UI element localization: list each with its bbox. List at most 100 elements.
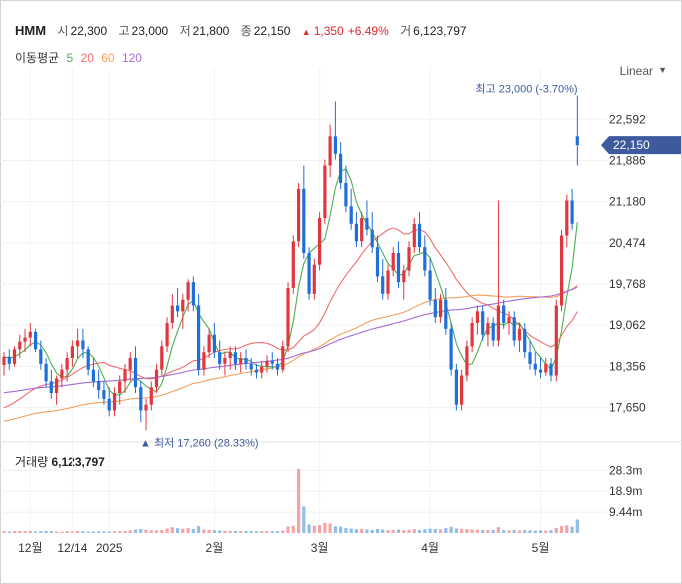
- volume-bar: [107, 531, 111, 533]
- high-annotation: 최고 23,000 (-3.70%): [475, 83, 577, 96]
- candle-body: [39, 349, 43, 364]
- candle-body: [307, 253, 311, 294]
- volume-bar: [349, 528, 353, 533]
- candle-body: [554, 305, 558, 376]
- candle-body: [517, 328, 522, 341]
- volume-bar: [507, 530, 511, 533]
- ma-5-line: [3, 168, 578, 396]
- volume-bar: [265, 531, 269, 533]
- close-label: 종: [240, 24, 252, 38]
- candle-body: [223, 358, 227, 364]
- candle-body: [160, 346, 164, 370]
- candle-body: [318, 218, 322, 265]
- volume-bar: [249, 531, 253, 533]
- candle-body: [181, 299, 185, 312]
- ma-20-line: [3, 227, 578, 409]
- volume-bar: [70, 531, 74, 533]
- volume-bar: [39, 531, 43, 533]
- moving-average-legend[interactable]: 이동평균 5 20 60 120: [15, 49, 146, 66]
- candle-body: [18, 341, 22, 350]
- candle-body: [112, 393, 117, 411]
- volume-bar: [570, 526, 574, 533]
- candle-body: [265, 360, 269, 367]
- volume-bar: [538, 530, 543, 533]
- candle-body: [218, 352, 222, 364]
- volume-bar: [281, 530, 285, 533]
- volume-bar: [165, 528, 169, 533]
- candle-body: [365, 218, 369, 230]
- candle-body: [396, 253, 401, 283]
- change-up-icon: ▲: [301, 27, 311, 37]
- time-tick-label: 12월: [18, 541, 42, 555]
- candle-body: [12, 349, 17, 364]
- scale-mode-dropdown[interactable]: Linear: [619, 64, 653, 78]
- volume-bar: [533, 530, 537, 533]
- volume-bar: [549, 530, 553, 533]
- volume-bar: [286, 526, 290, 533]
- volume-bar: [260, 531, 264, 533]
- volume-bar: [112, 531, 117, 533]
- candle-body: [275, 363, 280, 370]
- volume-bar: [575, 519, 579, 533]
- time-tick-label: 3월: [311, 541, 329, 555]
- volume-bar: [460, 528, 464, 533]
- high-label: 고: [118, 24, 130, 38]
- volume-panel-value: 6,123,797: [51, 455, 105, 469]
- volume-panel-label: 거래량: [15, 455, 49, 469]
- volume-bar: [407, 529, 411, 533]
- volume-bar: [423, 529, 427, 533]
- volume-bar: [144, 529, 148, 533]
- volume-bar: [523, 530, 527, 533]
- candle-body: [386, 270, 390, 294]
- ma-120: 120: [121, 51, 142, 65]
- volume-bar: [323, 523, 327, 533]
- candle-body: [544, 363, 548, 373]
- volume-bar: [275, 531, 280, 533]
- candle-body: [212, 334, 216, 353]
- candle-body: [323, 165, 327, 218]
- candle-body: [197, 305, 201, 370]
- time-tick-label: 12/14: [57, 541, 87, 555]
- candle-body: [507, 317, 511, 323]
- volume-bar: [223, 530, 227, 533]
- volume-bar: [244, 531, 248, 533]
- candle-body: [528, 352, 532, 364]
- volume-bar: [154, 530, 159, 533]
- candle-body: [207, 334, 211, 353]
- price-tick-label: 19,062: [609, 318, 646, 332]
- volume-bar: [91, 531, 95, 533]
- ma-5: 5: [66, 51, 74, 65]
- candle-body: [523, 328, 527, 353]
- volume-bar: [207, 529, 211, 533]
- volume-bar: [417, 529, 422, 533]
- ma-120-line: [3, 286, 578, 394]
- candle-body: [186, 282, 190, 300]
- volume-bar: [360, 528, 364, 533]
- volume-bar: [202, 529, 206, 533]
- chevron-down-icon[interactable]: ▼: [658, 65, 667, 75]
- ma-20: 20: [80, 51, 94, 65]
- candle-body: [244, 358, 248, 364]
- candle-body: [328, 136, 332, 166]
- volume-bar: [470, 529, 474, 533]
- volume-bar: [12, 531, 17, 533]
- candle-body: [570, 200, 574, 224]
- volume-bar: [512, 529, 516, 533]
- open-label: 시: [57, 24, 69, 38]
- volume-bar: [560, 525, 564, 533]
- candle-body: [402, 270, 406, 283]
- volume-bar: [439, 529, 443, 533]
- volume-tick-label: 28.3m: [609, 463, 642, 477]
- candle-body: [228, 352, 232, 358]
- volume-bar: [449, 526, 453, 533]
- volume-bar: [554, 527, 558, 533]
- candle-body: [91, 369, 95, 382]
- candle-body: [417, 223, 422, 248]
- candle-body: [233, 352, 237, 364]
- candle-body: [349, 206, 353, 224]
- candle-body: [465, 346, 469, 376]
- low-annotation: ▲ 최저 17,260 (28.33%): [140, 436, 259, 449]
- volume-bar: [412, 529, 416, 533]
- volume-panel-title: 거래량 6,123,797: [15, 453, 105, 470]
